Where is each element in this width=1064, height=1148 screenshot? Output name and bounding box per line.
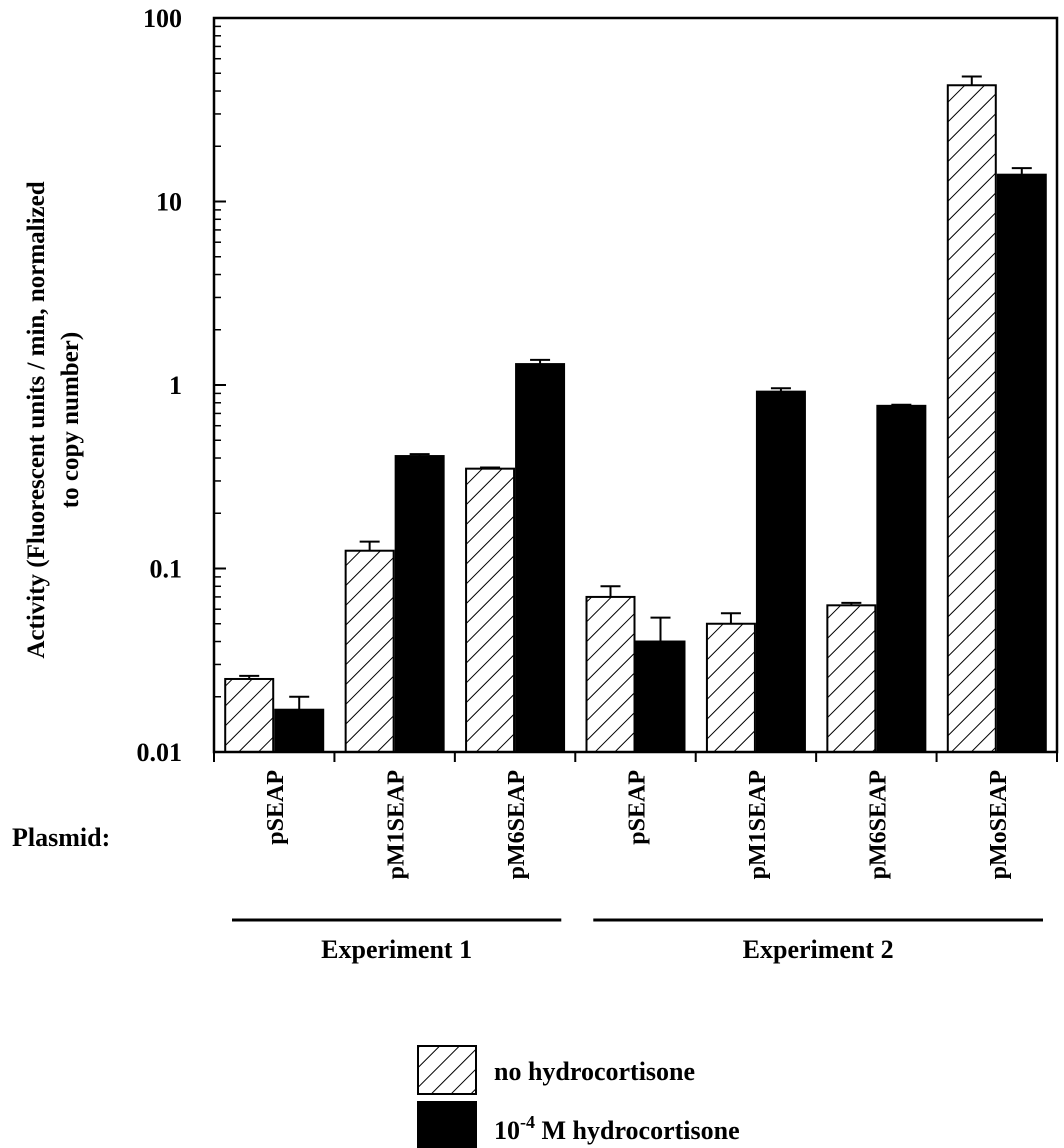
y-axis: 0.01 0.1 1 10 100 [137,4,226,767]
bar [635,640,686,753]
x-tick-label: pSEAP [625,770,651,845]
legend-label-no-hydrocortisone: no hydrocortisone [494,1057,695,1086]
bar [274,708,325,754]
y-axis-label: Activity (Fluorescent units / min, norma… [23,181,84,658]
x-tick-label: pM1SEAP [384,770,410,879]
bars [224,75,1047,754]
group-label: Experiment 1 [321,935,472,964]
bar [515,363,566,753]
group-label: Experiment 2 [743,935,894,964]
bar [344,549,395,754]
bar [996,173,1047,754]
y-tick-label: 0.01 [137,738,183,767]
y-axis-label-line1: Activity (Fluorescent units / min, norma… [23,181,50,658]
legend-label-hydrocortisone-rest: M hydrocortisone [535,1116,740,1145]
x-tick-label: pM6SEAP [504,770,530,879]
legend-swatch-no-hydrocortisone [417,1045,477,1095]
x-axis-category-labels: pSEAP pM1SEAP pM6SEAP pSEAP pM1SEAP pM6SEAP pM… [263,770,1012,879]
bar [705,622,756,754]
bar [585,595,636,753]
bar [946,84,997,753]
x-tick-label: pMoSEAP [986,770,1012,879]
bar [465,467,516,753]
bar [394,455,445,753]
x-axis-title: Plasmid: [12,823,110,852]
plot-frame [212,16,1059,762]
x-tick-label: pSEAP [263,770,289,845]
legend-swatch-hydrocortisone [417,1101,477,1148]
legend-label-hydrocortisone: 10-4 M hydrocortisone [494,1112,740,1145]
y-tick-label: 100 [143,4,182,33]
bar [755,390,806,753]
bar [876,404,927,753]
y-tick-label: 10 [156,188,182,217]
bar [224,677,275,754]
legend: no hydrocortisone 10-4 M hydrocortisone [417,1045,740,1148]
x-tick-label: pM6SEAP [865,770,891,879]
y-axis-label-line2: to copy number) [57,332,84,508]
y-tick-label: 0.1 [150,555,183,584]
y-tick-label: 1 [169,371,182,400]
plot-border [212,16,1059,754]
x-tick-label: pM1SEAP [745,770,771,879]
legend-label-hydrocortisone-exponent: -4 [520,1112,535,1132]
experiment-groups: Experiment 1 Experiment 2 [232,918,1043,964]
bar [826,604,877,753]
legend-label-hydrocortisone-base: 10 [494,1116,520,1145]
